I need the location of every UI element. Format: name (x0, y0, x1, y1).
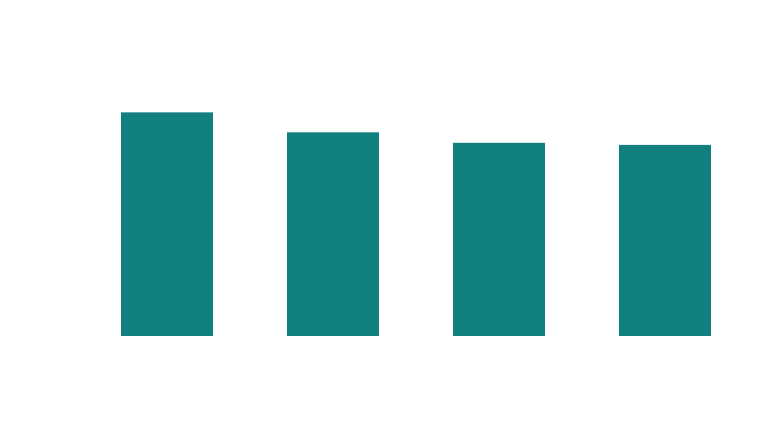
bar-2 (287, 132, 379, 336)
bar-4 (619, 144, 711, 336)
bar-1 (121, 112, 213, 336)
bars-layer (121, 112, 711, 336)
bar-3 (453, 142, 545, 336)
